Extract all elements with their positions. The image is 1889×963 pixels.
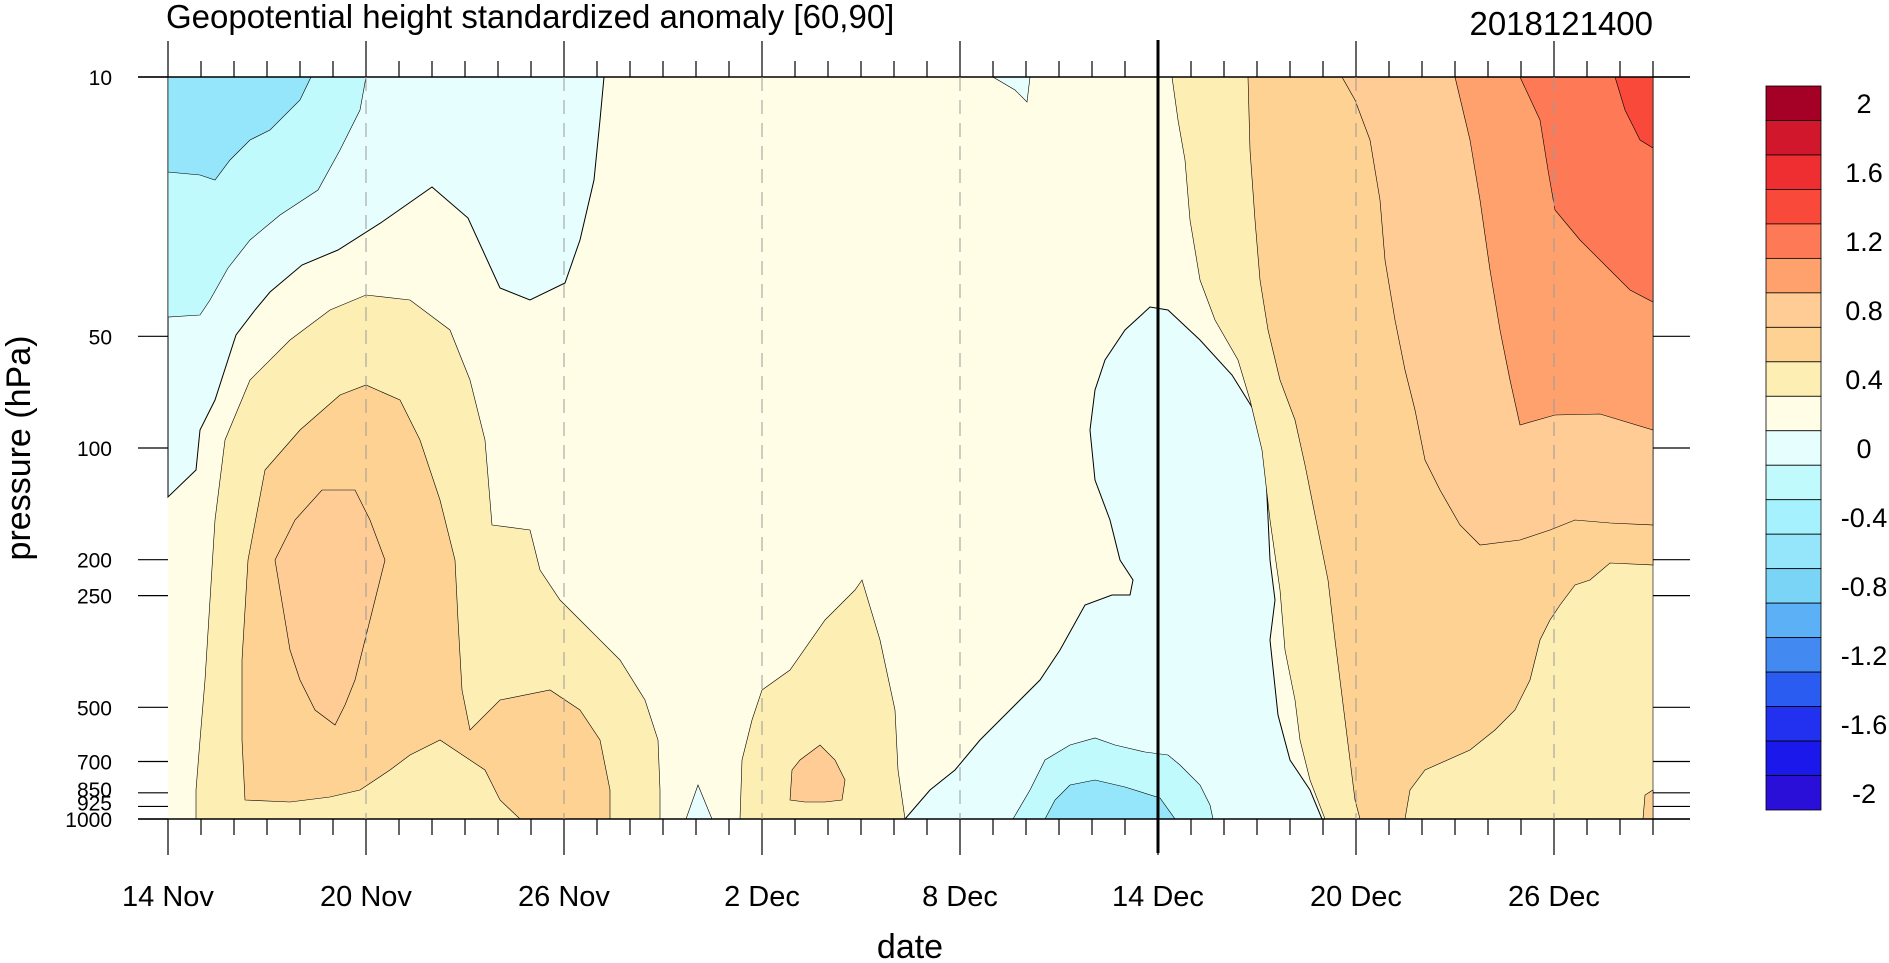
x-tick-label: 26 Nov xyxy=(518,881,610,913)
legend-swatch xyxy=(1765,568,1822,604)
legend-swatch xyxy=(1765,671,1822,707)
y-tick-label: 100 xyxy=(77,438,112,461)
contour-region-pos-left-core xyxy=(274,489,386,726)
legend-swatch xyxy=(1765,602,1822,639)
legend-swatch xyxy=(1765,223,1822,259)
legend-label: 1.6 xyxy=(1845,158,1883,188)
y-tick-label: 850 xyxy=(77,779,112,802)
legend-swatch xyxy=(1765,85,1822,121)
legend-label: -2 xyxy=(1852,779,1876,809)
contour-region-pos-mid xyxy=(739,579,906,820)
legend-label: -1.2 xyxy=(1841,641,1888,671)
x-tick-label: 8 Dec xyxy=(922,881,998,913)
x-tick-label: 20 Dec xyxy=(1310,881,1402,913)
y-tick-label: 700 xyxy=(77,752,112,775)
x-tick-label: 14 Dec xyxy=(1112,881,1204,913)
y-tick-label: 500 xyxy=(77,697,112,720)
x-tick-label: 14 Nov xyxy=(122,881,214,913)
contour-region-neg-right xyxy=(890,306,1323,820)
x-axis-label: date xyxy=(877,928,943,963)
contour-region-pos-mid-core xyxy=(789,744,846,803)
y-tick-label: 1000 xyxy=(65,809,112,832)
legend-label: -0.4 xyxy=(1841,503,1888,533)
axes-layer: 14 Nov 20 Nov 26 Nov 2 Dec 8 Dec 14 Dec 20 Dec… xyxy=(65,40,1690,913)
legend-label: -1.6 xyxy=(1841,710,1888,740)
y-tick-label: 50 xyxy=(89,326,112,349)
legend-swatch xyxy=(1765,326,1822,363)
legend-label: 0.4 xyxy=(1845,365,1883,395)
contour-region-neg-left-core xyxy=(167,76,312,181)
legend-swatch xyxy=(1765,740,1822,776)
legend-swatch xyxy=(1765,430,1822,466)
y-tick-label: 250 xyxy=(77,586,112,609)
chart-title: Geopotential height standardized anomaly… xyxy=(166,0,894,35)
legend-swatch xyxy=(1765,637,1822,673)
y-axis-label: pressure (hPa) xyxy=(0,336,38,561)
y-tick-label: 200 xyxy=(77,550,112,573)
legend-swatch xyxy=(1765,706,1822,742)
run-stamp: 2018121400 xyxy=(1469,5,1653,42)
legend-swatch xyxy=(1765,189,1822,225)
legend-swatch xyxy=(1765,154,1822,190)
plot-frame xyxy=(138,76,1690,820)
legend-swatch xyxy=(1765,257,1822,294)
legend-label: 2 xyxy=(1856,89,1871,119)
x-tick-label: 20 Nov xyxy=(320,881,412,913)
legend-swatch xyxy=(1765,292,1822,328)
legend-swatch xyxy=(1765,499,1822,535)
y-tick-label: 10 xyxy=(89,67,112,90)
legend-swatch xyxy=(1765,361,1822,397)
y-tick-label: 925 xyxy=(77,792,112,815)
color-legend: 2 1.6 1.2 0.8 0.4 0 -0.4 -0.8 -1.2 -1.6 -2 xyxy=(1765,85,1888,811)
legend-label: 1.2 xyxy=(1845,227,1883,257)
contour-region-neg-right-core xyxy=(1044,779,1176,820)
legend-label: -0.8 xyxy=(1841,572,1888,602)
x-tick-label: 2 Dec xyxy=(724,881,800,913)
contour-region-pos-right-5 xyxy=(1519,76,1654,303)
legend-swatch xyxy=(1765,464,1822,501)
x-tick-label: 26 Dec xyxy=(1508,881,1600,913)
legend-label: 0 xyxy=(1856,434,1871,464)
legend-swatch xyxy=(1765,120,1822,156)
legend-label: 0.8 xyxy=(1845,296,1883,326)
legend-swatch xyxy=(1765,395,1822,432)
contour-fill-layer xyxy=(167,76,1654,820)
legend-swatch xyxy=(1765,533,1822,570)
legend-swatch xyxy=(1765,775,1822,811)
